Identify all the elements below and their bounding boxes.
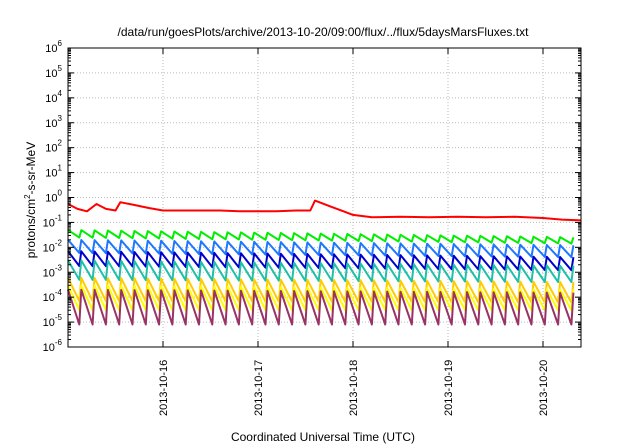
series-line (67, 250, 575, 272)
series-line (67, 259, 575, 284)
x-axis: 2013-10-16 2013-10-17 2013-10-18 2013-10-19… (158, 48, 550, 416)
x-tick-label: 2013-10-17 (253, 360, 265, 416)
series-line (67, 288, 575, 326)
x-tick-label: 2013-10-18 (348, 360, 360, 416)
x-tick-label: 2013-10-16 (158, 360, 170, 416)
y-tick-label: 10-4 (43, 288, 63, 304)
y-tick-label: 102 (45, 139, 62, 155)
y-axis-label-rest: -s-sr-MeV (24, 142, 38, 195)
y-tick-label: 101 (45, 164, 62, 180)
y-tick-label: 10-6 (43, 338, 63, 354)
y-tick-label: 104 (45, 89, 62, 105)
y-tick-label: 10-1 (43, 213, 63, 229)
y-tick-label: 100 (45, 189, 62, 205)
y-axis-label: protons/cm2-s-sr-MeV (23, 142, 38, 258)
series-line (67, 229, 575, 245)
x-tick-label: 2013-10-20 (538, 360, 550, 416)
series-line (67, 239, 575, 259)
y-tick-label: 10-2 (43, 238, 63, 254)
y-tick-label: 103 (45, 114, 62, 130)
series-group (67, 199, 582, 326)
x-tick-label: 2013-10-19 (443, 360, 455, 416)
y-axis-label-unit: protons/cm (24, 199, 38, 258)
y-tick-label: 105 (45, 64, 62, 80)
y-axis: 10-6 10-5 10-4 10-3 10-2 10-1 100 101 102 103 104 1… (43, 39, 581, 354)
series-line (67, 199, 582, 222)
y-tick-label: 106 (45, 39, 62, 55)
chart-title: /data/run/goesPlots/archive/2013-10-20/0… (118, 25, 530, 39)
y-axis-label-exponent: 2 (23, 194, 32, 199)
y-tick-label: 10-5 (43, 313, 63, 329)
x-axis-label: Coordinated Universal Time (UTC) (231, 430, 415, 444)
y-tick-label: 10-3 (43, 263, 63, 279)
